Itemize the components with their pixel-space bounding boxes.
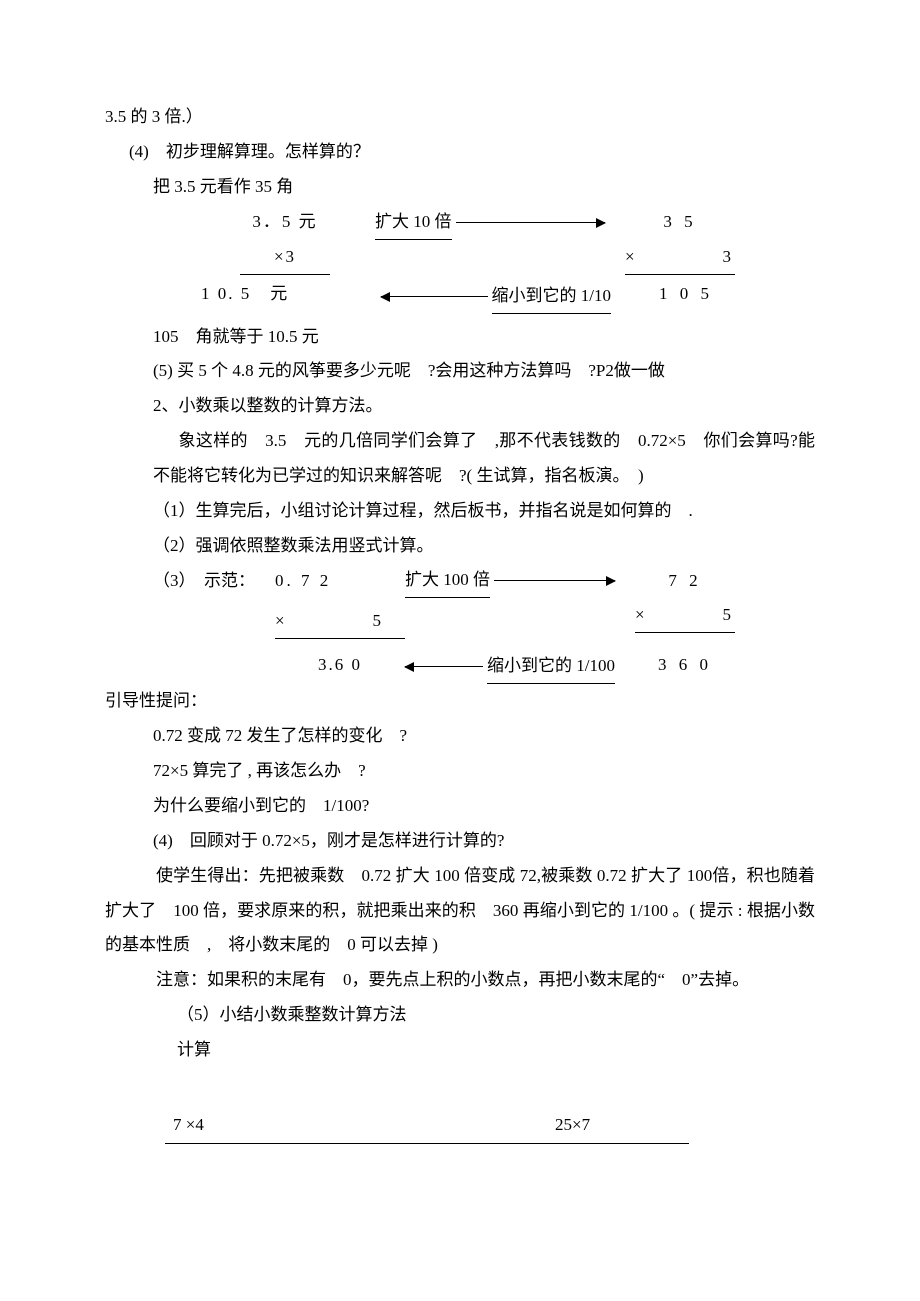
question-line: 72×5 算完了 , 再该怎么办 ? bbox=[105, 754, 815, 789]
calc-cell: 0. 7 2 bbox=[275, 564, 405, 598]
calc-cell: ×3 bbox=[195, 240, 375, 275]
text-line: 3.5 的 3 倍.） bbox=[105, 100, 815, 135]
text-line: 105 角就等于 10.5 元 bbox=[105, 320, 815, 355]
calc-cell: 1 0 5 bbox=[611, 277, 761, 311]
times-sign: × bbox=[635, 598, 645, 632]
section-2-heading: 2、小数乘以整数的计算方法。 bbox=[105, 389, 815, 424]
calc-cell: 3 5 bbox=[605, 205, 755, 239]
blank-line bbox=[251, 1108, 547, 1144]
question-line: 0.72 变成 72 发生了怎样的变化 ? bbox=[105, 719, 815, 754]
times-sign: × bbox=[625, 247, 639, 266]
calc-cell: 3 6 0 bbox=[615, 648, 755, 682]
times-sign: × bbox=[275, 611, 285, 630]
step-4-heading: (4) 初步理解算理。怎样算的？ bbox=[105, 135, 815, 170]
arrow-left: 缩小到它的 1/100 bbox=[405, 645, 615, 684]
arrow-label: 扩大 100 倍 bbox=[405, 563, 490, 598]
calc-cell: × 3 bbox=[605, 240, 755, 275]
calc-cell-value: 3 bbox=[723, 240, 736, 274]
calc-cell: 3．5 元 bbox=[195, 205, 375, 239]
exercise-item: 7 ×4 bbox=[165, 1108, 251, 1144]
exercise-item: 25×7 bbox=[547, 1108, 633, 1144]
calc-cell: 7 2 bbox=[615, 564, 755, 598]
body-paragraph: 使学生得出：先把被乘数 0.72 扩大 100 倍变成 72,被乘数 0.72 … bbox=[105, 859, 815, 964]
calc-cell: 1 0. 5 元 bbox=[195, 277, 381, 311]
prompt-heading: 引导性提问： bbox=[105, 684, 815, 719]
substep-2: （2）强调依照整数乘法用竖式计算。 bbox=[105, 529, 815, 564]
body-paragraph: 象这样的 3.5 元的几倍同学们会算了 ,那不代表钱数的 0.72×5 你们会算… bbox=[105, 424, 815, 494]
calc-cell-value: ×3 bbox=[240, 240, 330, 275]
calc-cell: 3.6 0 bbox=[275, 648, 405, 682]
blank-line bbox=[633, 1108, 689, 1144]
calc-block-1: 3．5 元 扩大 10 倍 3 5 ×3 × 3 1 0. 5 元 bbox=[105, 205, 815, 314]
arrow-left: 缩小到它的 1/10 bbox=[381, 275, 611, 314]
arrow-right: 扩大 100 倍 bbox=[405, 563, 615, 598]
question-line: 为什么要缩小到它的 1/100? bbox=[105, 789, 815, 824]
step-4b-heading: (4) 回顾对于 0.72×5，刚才是怎样进行计算的? bbox=[105, 824, 815, 859]
calc-cell: × 5 bbox=[615, 598, 755, 645]
substep-3-prefix: （3） 示范： bbox=[153, 564, 275, 598]
arrow-label: 缩小到它的 1/10 bbox=[492, 279, 611, 314]
calc-cell-value: 5 bbox=[373, 604, 406, 638]
text-line: 把 3.5 元看作 35 角 bbox=[105, 170, 815, 205]
calc-cell: × 5 bbox=[275, 604, 405, 639]
substep-1: （1）生算完后，小组讨论计算过程，然后板书，并指名说是如何算的 . bbox=[105, 494, 815, 529]
exercise-row: 7 ×4 25×7 bbox=[105, 1108, 815, 1144]
body-paragraph: 注意：如果积的末尾有 0，要先点上积的小数点，再把小数末尾的“ 0”去掉。 bbox=[105, 963, 815, 998]
arrow-label: 缩小到它的 1/100 bbox=[487, 649, 615, 684]
substep-5: （5）小结小数乘整数计算方法 bbox=[105, 998, 815, 1033]
arrow-label: 扩大 10 倍 bbox=[375, 205, 452, 240]
calc-cell-value: 5 bbox=[723, 598, 736, 632]
step-5-heading: (5) 买 5 个 4.8 元的风筝要多少元呢 ?会用这种方法算吗 ?P2做一做 bbox=[105, 354, 815, 389]
text-line: 计算 bbox=[105, 1033, 815, 1068]
arrow-right: 扩大 10 倍 bbox=[375, 205, 605, 240]
